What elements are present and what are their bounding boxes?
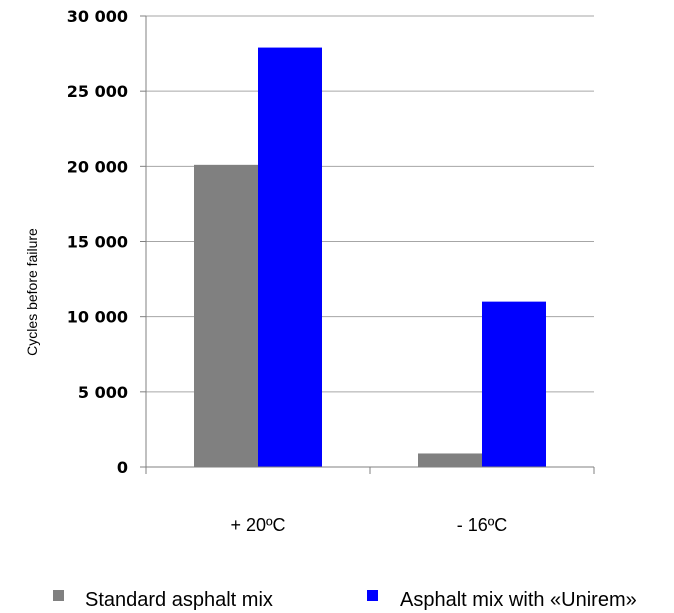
y-axis-ticks: 0 5 000 10 000 15 000 20 000 25 000 30 000 (67, 7, 146, 477)
y-tick-label: 20 000 (67, 157, 128, 176)
bars (194, 47, 546, 467)
legend-swatch (367, 590, 378, 601)
y-tick-label: 25 000 (67, 82, 128, 101)
legend-label: Standard asphalt mix (85, 589, 273, 611)
legend-label: Asphalt mix with «Unirem» (400, 589, 637, 611)
legend: Standard asphalt mix Asphalt mix with «Un… (53, 589, 637, 611)
bar-standard-1 (418, 453, 482, 467)
y-tick-label: 30 000 (67, 7, 128, 26)
y-tick-label: 5 000 (78, 383, 128, 402)
bar-unirem-0 (258, 47, 322, 467)
y-tick-label: 0 (117, 458, 128, 477)
bar-unirem-1 (482, 301, 546, 467)
x-tick-label: + 20ºC (230, 515, 285, 535)
legend-swatch (53, 590, 64, 601)
x-axis-ticks: + 20ºC - 16ºC (145, 467, 595, 535)
bar-standard-0 (194, 164, 258, 467)
y-tick-label: 10 000 (67, 308, 128, 327)
y-axis-label: Cycles before failure (24, 228, 40, 356)
y-tick-label: 15 000 (67, 233, 128, 252)
x-tick-label: - 16ºC (457, 515, 508, 535)
